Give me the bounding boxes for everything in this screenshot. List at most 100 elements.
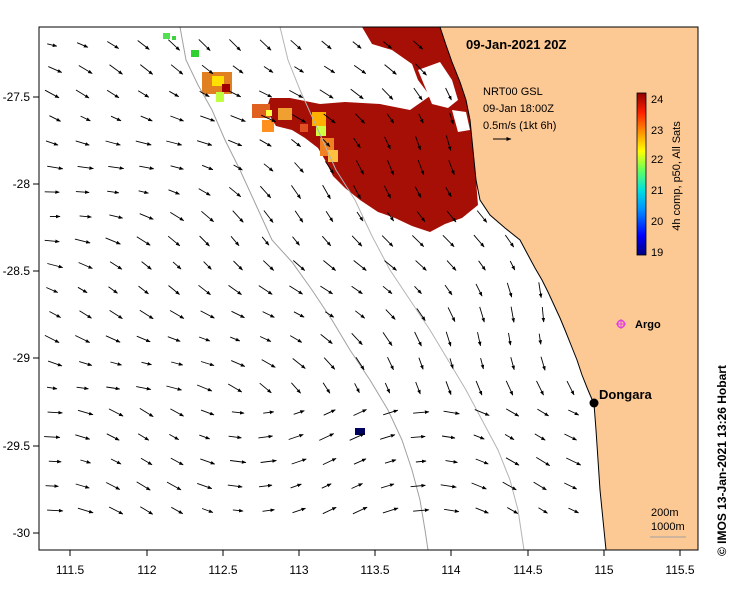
- current-arrow: [166, 481, 182, 491]
- current-legend: NRT00 GSL 09-Jan 18:00Z 0.5m/s (1kt 6h): [483, 86, 556, 141]
- current-arrow: [475, 458, 489, 465]
- current-arrow: [505, 457, 520, 466]
- land-mass: [440, 27, 698, 550]
- current-arrow: [294, 66, 304, 73]
- current-arrow: [46, 386, 58, 390]
- x-axis: 111.5 112 112.5 113 113.5 114 114.5 115 115.5: [56, 550, 695, 577]
- current-arrow: [196, 140, 213, 146]
- current-arrow: [387, 357, 394, 371]
- current-arrow: [353, 409, 367, 416]
- current-arrow: [321, 40, 332, 50]
- current-arrow: [356, 160, 364, 175]
- current-arrow: [381, 235, 394, 247]
- current-arrow: [228, 139, 243, 147]
- current-arrow: [167, 235, 181, 247]
- current-arrow: [440, 484, 457, 489]
- current-arrow: [110, 361, 123, 366]
- current-arrow: [355, 310, 366, 319]
- colorbar-label-20: 20: [651, 216, 663, 228]
- current-arrow: [169, 90, 180, 98]
- current-arrow: [137, 433, 150, 441]
- current-arrow: [415, 381, 421, 395]
- current-arrow: [136, 481, 151, 491]
- current-arrow: [172, 261, 182, 270]
- current-arrow: [351, 483, 363, 489]
- current-arrow: [319, 89, 334, 99]
- current-arrow: [170, 408, 184, 417]
- current-arrow: [230, 460, 247, 464]
- current-arrow: [105, 237, 121, 245]
- current-arrow: [230, 115, 246, 122]
- current-arrow: [353, 137, 361, 149]
- current-arrow: [75, 335, 91, 343]
- current-arrow: [566, 457, 582, 466]
- current-arrow: [413, 40, 424, 50]
- current-arrow: [413, 508, 430, 512]
- current-arrow: [322, 382, 331, 394]
- current-arrow: [136, 236, 151, 246]
- current-arrow: [476, 210, 488, 223]
- current-arrow: [140, 506, 154, 515]
- current-arrow: [109, 64, 123, 75]
- current-arrow: [263, 210, 274, 223]
- current-arrow: [410, 483, 426, 488]
- current-arrow: [201, 164, 214, 171]
- current-arrow: [351, 285, 363, 295]
- current-arrow: [290, 483, 302, 489]
- current-arrow: [445, 135, 452, 151]
- current-arrow: [289, 90, 304, 98]
- current-arrow: [383, 409, 399, 416]
- current-arrow: [541, 306, 546, 323]
- x-tick-label: 112.5: [208, 563, 237, 577]
- current-arrow: [475, 507, 489, 514]
- current-arrow: [139, 213, 154, 220]
- current-arrow: [262, 508, 275, 513]
- current-arrow: [263, 163, 274, 172]
- current-arrow: [538, 507, 548, 514]
- current-arrow: [445, 87, 452, 101]
- current-arrow: [75, 140, 90, 146]
- current-arrow: [105, 335, 121, 343]
- current-arrow: [352, 41, 362, 49]
- current-arrow: [109, 310, 123, 319]
- current-arrow: [75, 434, 91, 440]
- current-arrow: [44, 239, 60, 244]
- current-vectors: [44, 39, 582, 515]
- colorbar: 24 23 22 21 20 19 4h comp, p50, All Sats: [636, 92, 683, 259]
- current-arrow: [106, 386, 121, 391]
- current-arrow: [259, 139, 272, 147]
- colorbar-label-22: 22: [651, 154, 663, 166]
- current-arrow: [292, 236, 300, 246]
- y-tick-label: -29.5: [3, 439, 31, 453]
- current-arrow: [534, 433, 546, 441]
- current-arrow: [47, 43, 58, 47]
- colorbar-ramp: [636, 92, 647, 256]
- current-arrow: [44, 435, 61, 439]
- colorbar-label-19: 19: [651, 247, 663, 259]
- current-arrow: [350, 88, 364, 100]
- current-arrow: [418, 357, 424, 370]
- current-arrow: [478, 260, 486, 271]
- x-tick-label: 115.5: [665, 563, 694, 577]
- current-arrow: [321, 483, 332, 489]
- current-arrow: [413, 87, 423, 101]
- current-arrow: [505, 408, 520, 417]
- current-arrow: [384, 260, 397, 271]
- current-arrow: [415, 135, 421, 151]
- current-arrow: [229, 39, 241, 51]
- current-arrow: [141, 261, 152, 270]
- current-arrow: [510, 357, 515, 371]
- current-arrow: [136, 386, 152, 391]
- current-arrow: [169, 434, 180, 440]
- current-arrow: [290, 39, 302, 51]
- current-arrow: [293, 410, 305, 415]
- current-arrow: [381, 88, 394, 100]
- y-tick-label: -28.5: [3, 264, 31, 278]
- current-arrow: [533, 481, 547, 491]
- current-arrow: [79, 361, 93, 366]
- current-arrow: [382, 507, 399, 514]
- current-arrow: [449, 112, 454, 125]
- colorbar-label-24: 24: [651, 94, 663, 106]
- current-arrow: [170, 457, 184, 466]
- current-arrow: [200, 115, 216, 122]
